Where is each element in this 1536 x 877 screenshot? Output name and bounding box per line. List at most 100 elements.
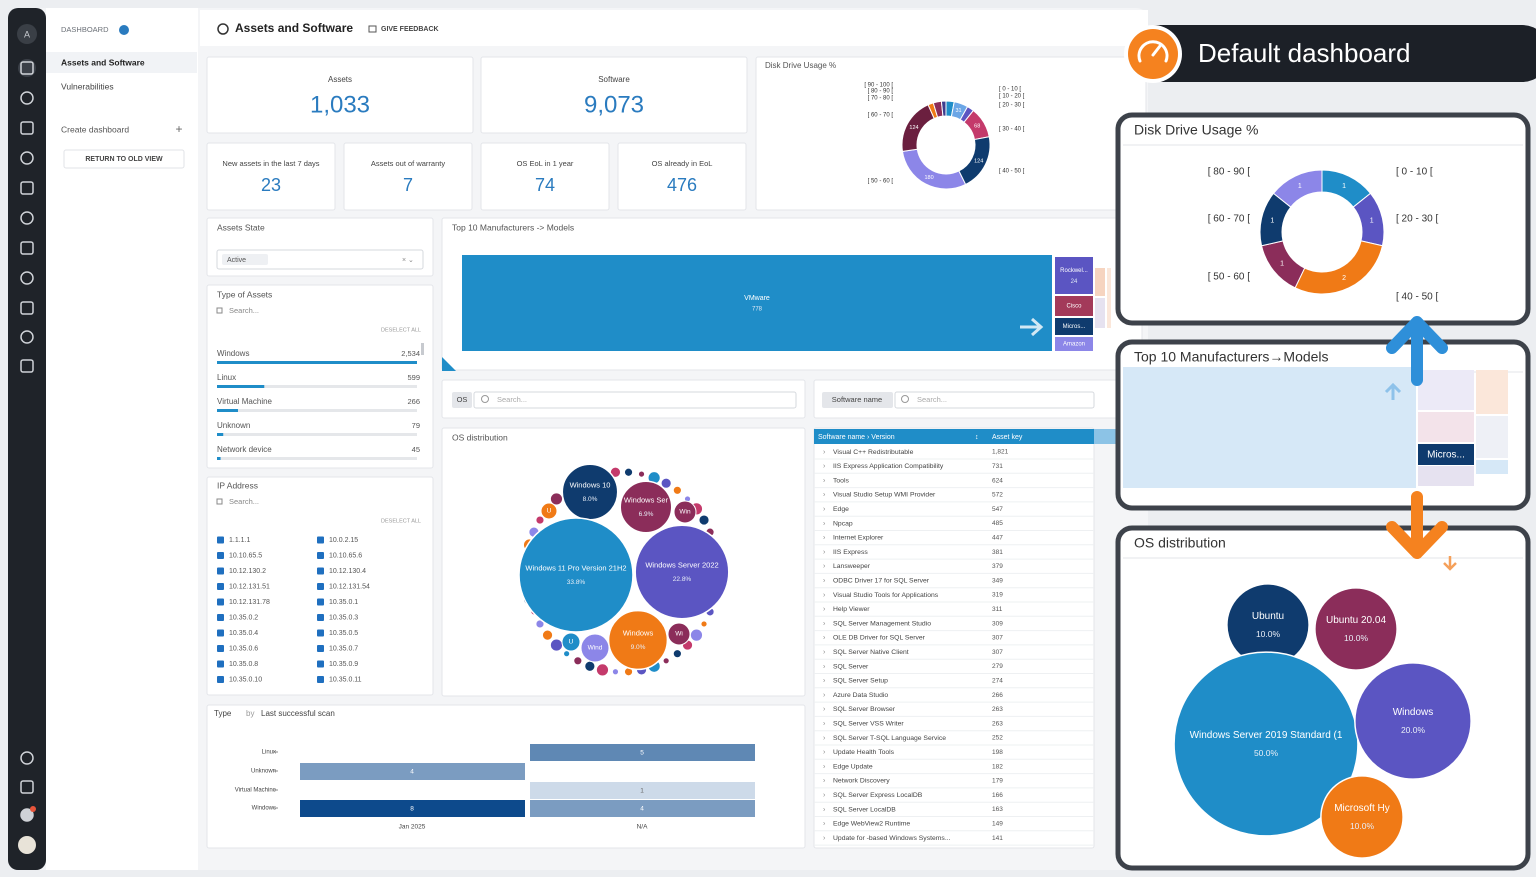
deselect-all[interactable]: DESELECT ALL: [381, 518, 421, 524]
checkbox[interactable]: [317, 645, 324, 652]
checkbox[interactable]: [317, 660, 324, 668]
ip-value[interactable]: 1.1.1.1: [229, 537, 251, 544]
search-input[interactable]: Search...: [229, 497, 259, 506]
treemap-tile[interactable]: [1055, 296, 1093, 316]
software-name[interactable]: SQL Server Browser: [833, 706, 896, 713]
checkbox[interactable]: [317, 583, 324, 590]
ip-value[interactable]: 10.35.0.5: [329, 630, 358, 637]
checkbox[interactable]: [217, 676, 224, 683]
checkbox[interactable]: [317, 629, 324, 637]
software-name[interactable]: Internet Explorer: [833, 535, 884, 542]
treemap-tile[interactable]: [1055, 337, 1093, 351]
column-header[interactable]: Asset key: [992, 434, 1023, 441]
software-name[interactable]: SQL Server T-SQL Language Service: [833, 735, 946, 742]
ip-value[interactable]: 10.0.2.15: [329, 537, 358, 544]
checkbox[interactable]: [317, 614, 324, 621]
nav-icon[interactable]: [20, 780, 34, 794]
software-name[interactable]: Help Viewer: [833, 606, 870, 613]
checkbox[interactable]: [217, 552, 224, 559]
state-tag[interactable]: [222, 254, 268, 265]
checkbox[interactable]: [217, 536, 224, 544]
state-dropdown[interactable]: [216, 249, 424, 270]
ip-value[interactable]: 10.12.131.51: [229, 583, 270, 590]
software-name[interactable]: OLE DB Driver for SQL Server: [833, 635, 926, 642]
feedback-link[interactable]: GIVE FEEDBACK: [381, 26, 439, 33]
search-input[interactable]: Search...: [497, 395, 527, 404]
search-input[interactable]: Search...: [229, 306, 259, 315]
treemap-tile[interactable]: [1055, 318, 1093, 335]
nav-icon[interactable]: [20, 211, 34, 225]
software-name[interactable]: SQL Server Express LocalDB: [833, 792, 923, 799]
asset-type-name[interactable]: Virtual Machine: [217, 397, 273, 406]
software-name[interactable]: Tools: [833, 477, 849, 484]
nav-item[interactable]: Vulnerabilities: [61, 81, 114, 91]
nav-icon[interactable]: [20, 151, 34, 165]
software-name[interactable]: IIS Express Application Compatibility: [833, 463, 944, 470]
checkbox[interactable]: [317, 567, 324, 575]
checkbox[interactable]: [317, 598, 324, 606]
group-by[interactable]: Type: [214, 709, 232, 718]
ip-value[interactable]: 10.35.0.4: [229, 630, 258, 637]
software-name[interactable]: Edge WebView2 Runtime: [833, 821, 910, 828]
search-input[interactable]: Search...: [917, 395, 947, 404]
filter-tag[interactable]: [822, 392, 893, 408]
nav-icon[interactable]: [20, 751, 34, 765]
software-name[interactable]: Update Health Tools: [833, 749, 895, 756]
ip-value[interactable]: 10.12.131.78: [229, 599, 270, 606]
return-button-label[interactable]: RETURN TO OLD VIEW: [85, 156, 163, 163]
deselect-all[interactable]: DESELECT ALL: [381, 327, 421, 333]
ip-value[interactable]: 10.35.0.1: [329, 599, 358, 606]
checkbox[interactable]: [217, 660, 224, 668]
software-name[interactable]: SQL Server: [833, 663, 869, 670]
software-name[interactable]: Npcap: [833, 520, 853, 527]
software-name[interactable]: ODBC Driver 17 for SQL Server: [833, 577, 930, 584]
checkbox[interactable]: [217, 629, 224, 637]
checkbox[interactable]: [217, 614, 224, 621]
software-name[interactable]: SQL Server Native Client: [833, 649, 909, 656]
nav-icon[interactable]: [20, 301, 34, 315]
nav-icon[interactable]: [20, 241, 34, 255]
ip-value[interactable]: 10.35.0.3: [329, 614, 358, 621]
asset-type-name[interactable]: Unknown: [217, 421, 250, 430]
nav-icon[interactable]: [20, 61, 34, 75]
treemap-tile[interactable]: [1055, 257, 1093, 294]
filter-tag[interactable]: [452, 392, 472, 408]
nav-icon[interactable]: [20, 359, 34, 373]
software-name[interactable]: SQL Server VSS Writer: [833, 720, 904, 727]
return-button[interactable]: [63, 149, 185, 169]
nav-icon[interactable]: [20, 91, 34, 105]
treemap-tile[interactable]: [462, 255, 1052, 351]
checkbox[interactable]: [217, 645, 224, 652]
software-name[interactable]: Update for -based Windows Systems...: [833, 835, 951, 842]
ip-value[interactable]: 10.35.0.6: [229, 645, 258, 652]
software-name[interactable]: Visual Studio Setup WMI Provider: [833, 492, 936, 499]
software-name[interactable]: Azure Data Studio: [833, 692, 888, 699]
ip-value[interactable]: 10.35.0.9: [329, 661, 358, 668]
software-name[interactable]: Lansweeper: [833, 563, 871, 570]
software-name[interactable]: SQL Server Management Studio: [833, 620, 931, 627]
checkbox[interactable]: [217, 567, 224, 575]
field-label[interactable]: Last successful scan: [261, 709, 335, 718]
ip-value[interactable]: 10.10.65.5: [229, 552, 262, 559]
checkbox[interactable]: [317, 536, 324, 544]
software-name[interactable]: Visual C++ Redistributable: [833, 449, 914, 456]
ip-value[interactable]: 10.35.0.7: [329, 645, 358, 652]
software-name[interactable]: Edge Update: [833, 763, 873, 770]
software-name[interactable]: SQL Server LocalDB: [833, 806, 896, 813]
software-name[interactable]: Visual Studio Tools for Applications: [833, 592, 939, 599]
ip-value[interactable]: 10.35.0.8: [229, 661, 258, 668]
create-dashboard[interactable]: Create dashboard: [61, 124, 129, 134]
search-box[interactable]: [473, 391, 797, 409]
search-box[interactable]: [894, 391, 1095, 409]
software-name[interactable]: Network Discovery: [833, 778, 890, 785]
asset-type-name[interactable]: Network device: [217, 445, 272, 454]
ip-value[interactable]: 10.12.131.54: [329, 583, 370, 590]
nav-icon[interactable]: [20, 330, 34, 344]
ip-value[interactable]: 10.35.0.2: [229, 614, 258, 621]
nav-icon[interactable]: [20, 181, 34, 195]
software-name[interactable]: SQL Server Setup: [833, 678, 888, 685]
ip-value[interactable]: 10.35.0.11: [329, 676, 362, 683]
checkbox[interactable]: [317, 552, 324, 559]
software-name[interactable]: Edge: [833, 506, 849, 513]
ip-value[interactable]: 10.35.0.10: [229, 676, 262, 683]
